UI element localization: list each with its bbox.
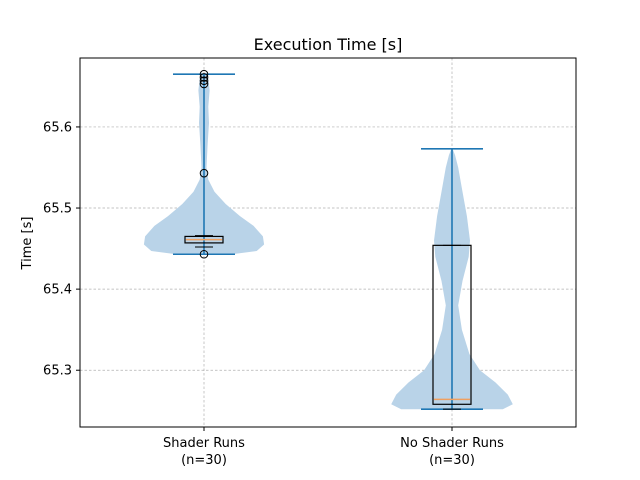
y-tick-label: 65.5 — [43, 202, 72, 217]
x-tick-label-count: (n=30) — [181, 453, 227, 468]
outlier-point — [199, 168, 209, 178]
plot-frame — [79, 57, 577, 428]
outlier-point — [199, 69, 209, 79]
outlier-point — [199, 73, 209, 82]
outlier-point — [199, 249, 209, 259]
y-tick-label: 65.3 — [43, 364, 72, 379]
axis-layer: 65.3 65.4 65.5 65.6 Shader Runs (n=30) No Shad… — [43, 57, 577, 468]
y-tick-label: 65.6 — [43, 120, 72, 135]
y-tick-label: 65.4 — [43, 283, 72, 298]
box-iqr — [184, 235, 224, 244]
y-axis-label: Time [s] — [20, 217, 35, 271]
x-tick-label: Shader Runs — [163, 436, 245, 451]
x-tick-label: No Shader Runs — [400, 436, 504, 451]
chart-title: Execution Time [s] — [254, 35, 403, 54]
x-tick-label-count: (n=30) — [429, 453, 475, 468]
outlier-point — [199, 79, 209, 89]
box-layer — [184, 69, 472, 410]
outlier-point — [199, 76, 209, 86]
violin-layer — [143, 73, 513, 410]
